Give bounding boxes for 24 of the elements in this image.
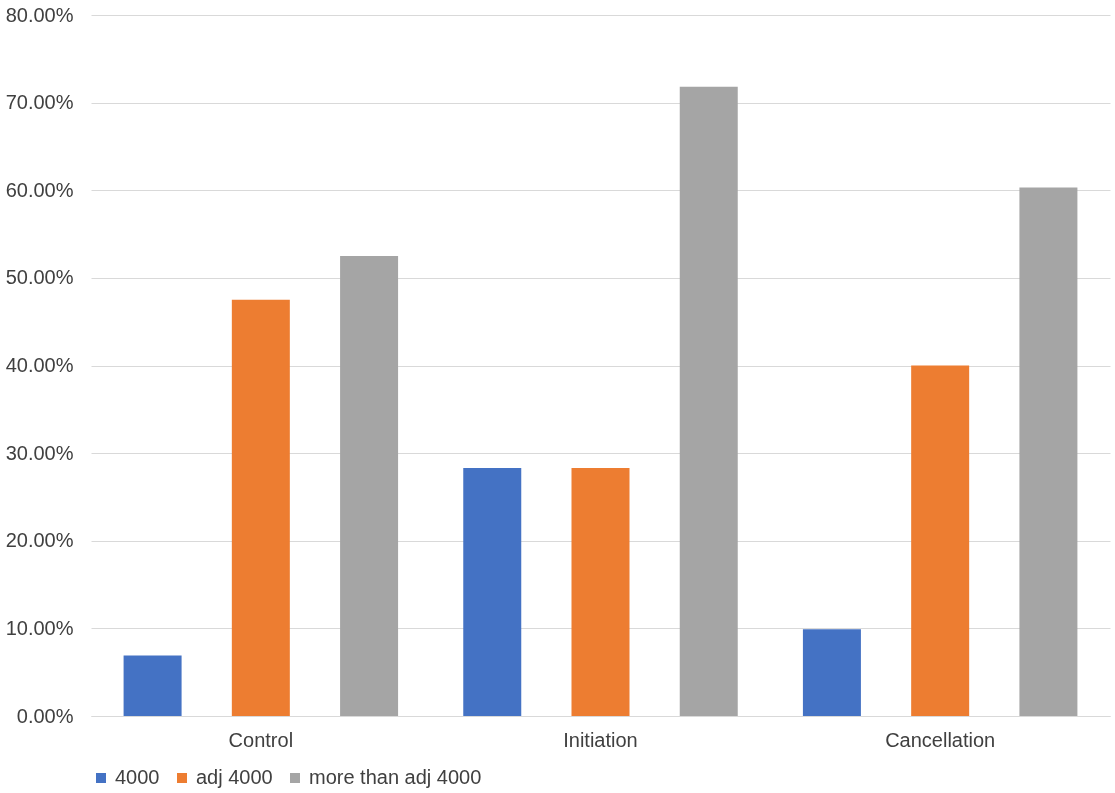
x-tick-label: Control: [228, 728, 294, 751]
y-tick-label: 30.00%: [5, 441, 74, 464]
y-tick-label: 70.00%: [5, 91, 74, 114]
bar: [571, 468, 630, 716]
bar: [802, 629, 861, 716]
x-tick-label: Initiation: [563, 728, 638, 751]
y-tick-label: 60.00%: [5, 178, 74, 201]
bar: [679, 86, 738, 716]
bar: [123, 655, 182, 716]
y-tick-label: 40.00%: [5, 354, 74, 376]
legend-label: adj 4000: [196, 766, 273, 788]
y-tick-label: 80.00%: [5, 3, 74, 26]
bar: [1019, 187, 1078, 716]
y-tick-label: 10.00%: [5, 616, 74, 639]
bar: [463, 468, 522, 716]
y-tick-label: 20.00%: [5, 529, 74, 552]
y-tick-label: 50.00%: [5, 266, 74, 289]
legend-label: 4000: [115, 766, 160, 788]
bar: [911, 365, 970, 716]
legend-label: more than adj 4000: [309, 766, 482, 788]
y-tick-label: 0.00%: [16, 704, 74, 727]
bar: [340, 255, 399, 716]
x-tick-label: Cancellation: [885, 728, 996, 751]
bar: [231, 299, 290, 716]
